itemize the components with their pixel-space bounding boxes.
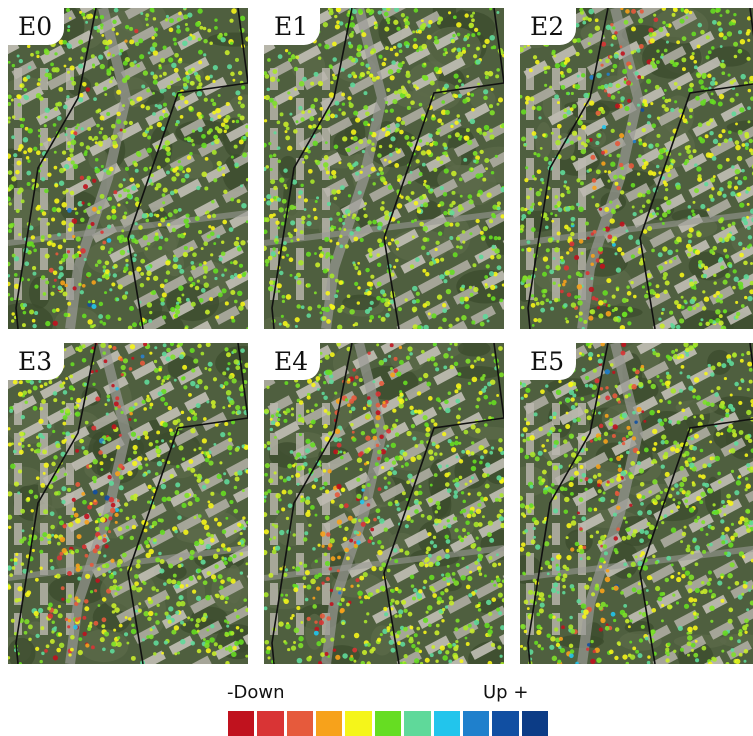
map-panel-e4: E4	[264, 343, 504, 664]
legend-swatch-4	[345, 711, 372, 736]
legend-swatch-7	[433, 711, 460, 736]
aerial-map-e3	[8, 343, 248, 664]
legend-swatch-0	[228, 711, 255, 736]
legend-swatch-1	[257, 711, 284, 736]
legend-swatch-8	[462, 711, 490, 736]
map-panel-e3: E3	[8, 343, 248, 664]
legend-swatch-6	[404, 711, 431, 736]
panel-label-e0: E0	[8, 8, 65, 45]
panel-label-e3: E3	[8, 343, 65, 380]
aerial-map-e1	[264, 8, 504, 329]
legend-swatch-3	[316, 711, 343, 736]
map-panel-e0: E0	[8, 8, 248, 329]
map-panel-e2: E2	[520, 8, 753, 329]
color-scale-legend	[228, 711, 548, 736]
legend-up-label: Up +	[483, 682, 529, 703]
map-panel-e1: E1	[264, 8, 504, 329]
legend-down-label: -Down	[227, 682, 285, 703]
panel-label-e5: E5	[520, 343, 577, 380]
aerial-map-e0	[8, 8, 248, 329]
panel-label-e2: E2	[520, 8, 577, 45]
legend-swatch-2	[286, 711, 314, 736]
map-panel-e5: E5	[520, 343, 753, 664]
aerial-map-e2	[520, 8, 753, 329]
aerial-map-e5	[520, 343, 753, 664]
legend-swatch-10	[521, 711, 548, 736]
legend-swatch-5	[374, 711, 402, 736]
legend-swatch-9	[492, 711, 519, 736]
panel-label-e4: E4	[264, 343, 321, 380]
aerial-map-e4	[264, 343, 504, 664]
panel-label-e1: E1	[264, 8, 321, 45]
